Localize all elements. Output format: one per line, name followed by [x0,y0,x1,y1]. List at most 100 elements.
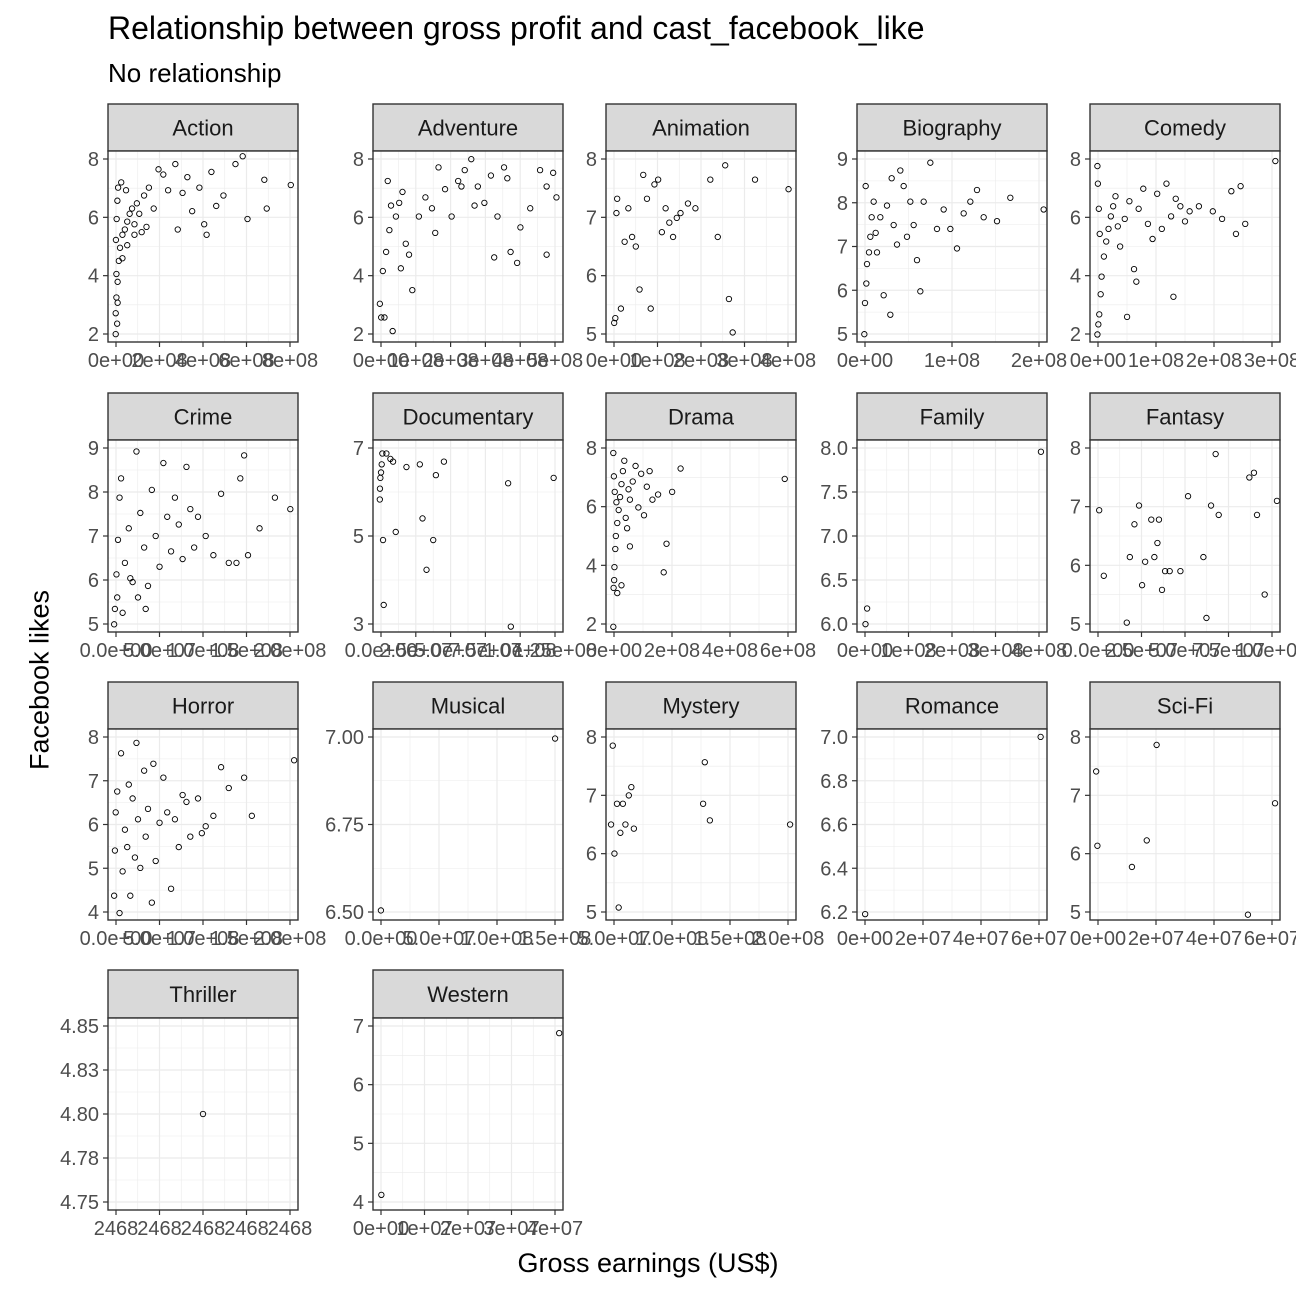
data-point [1121,215,1128,223]
data-point [933,225,941,233]
strip-label-sci-fi: Sci-Fi [1157,694,1213,719]
data-point [1126,553,1133,561]
data-point [973,186,981,194]
data-point [455,177,462,185]
data-point [131,854,139,861]
x-tick-label: 5.0e+07 [1149,640,1222,662]
data-point [113,571,120,578]
y-tick-label: 5 [88,858,99,880]
y-tick-label: 6.5 [820,570,848,592]
data-point [138,228,145,236]
panel-border-animation [605,150,797,343]
y-tick-label: 4 [1070,266,1081,288]
data-point [419,515,426,522]
data-point [513,259,521,267]
data-point [1158,225,1165,233]
data-point [651,181,658,188]
data-point [409,287,416,294]
x-tick-label: 2.0e+08 [752,928,825,950]
data-point [1172,195,1179,202]
data-point [1203,614,1210,622]
data-point [198,830,205,837]
data-point [423,566,430,573]
data-point [160,774,167,781]
data-point [861,331,868,338]
data-point [714,233,721,241]
data-point [196,184,203,191]
data-point [1212,450,1219,458]
data-point [142,833,149,840]
data-point [543,183,550,190]
x-tick-label: 3e+08 [716,350,772,372]
x-tick-label: 2.5e+07 [379,640,452,662]
x-tick-label: 7.5e+07 [1192,640,1265,662]
data-point [1148,516,1155,523]
data-point [152,857,159,865]
y-tick-label: 2 [88,324,99,346]
data-point [396,199,403,206]
panel-border-musical [372,728,564,921]
data-point [397,265,404,272]
data-point [1128,863,1136,871]
data-point [1098,273,1105,280]
data-point [113,215,120,223]
x-tick-label: 0.0e+00 [1062,640,1135,662]
data-point [872,229,879,237]
data-point [507,623,514,630]
data-point [213,202,220,210]
data-point [1114,223,1121,230]
y-tick-label: 8 [88,149,99,171]
data-point [133,448,140,455]
data-point [1246,474,1253,481]
data-point [684,200,692,207]
x-tick-label: 4e+07 [1186,928,1242,950]
y-tick-label: 4.80 [60,1104,99,1126]
y-tick-label: 4 [353,266,364,288]
y-tick-label: 8 [1070,727,1081,749]
data-point [386,226,393,234]
data-point [625,486,632,493]
data-point [175,843,182,851]
x-tick-label: 1e+08 [880,640,936,662]
data-point [150,760,157,767]
data-point [1037,448,1045,455]
data-point [471,202,478,209]
data-point [1142,558,1149,565]
x-tick-label: 4e+07 [527,1218,583,1240]
data-point [241,774,248,781]
data-point [880,292,887,299]
y-tick-label: 4.85 [60,1016,99,1038]
data-point [403,463,410,471]
x-tick-label: 0e+00 [353,1218,409,1240]
data-point [131,231,138,238]
data-point [208,168,215,176]
data-point [494,213,501,220]
data-point [1096,311,1103,318]
x-tick-label: 1.0e+08 [167,928,240,950]
data-point [1094,180,1102,187]
data-point [141,767,148,774]
data-point [615,506,622,514]
data-point [137,509,144,517]
panel-border-family [856,439,1048,633]
data-point [461,166,468,174]
data-point [1100,253,1108,260]
data-point [1253,511,1261,519]
strip-sci-fi [1089,681,1281,730]
y-tick-label: 5 [837,324,848,346]
data-point [137,864,144,872]
data-point [614,195,621,202]
x-tick-label: 7.5e+07 [449,640,522,662]
y-tick-label: 8 [353,149,364,171]
data-point [517,224,524,231]
data-point [203,231,210,238]
y-tick-label: 8 [586,438,597,460]
data-point [136,210,143,217]
data-point [164,809,171,816]
data-point [164,187,172,194]
x-tick-label: 4e+08 [175,350,231,372]
data-point [187,505,194,513]
x-tick-label: 6e+08 [760,640,816,662]
data-point [171,816,179,823]
strip-label-romance: Romance [905,694,999,719]
